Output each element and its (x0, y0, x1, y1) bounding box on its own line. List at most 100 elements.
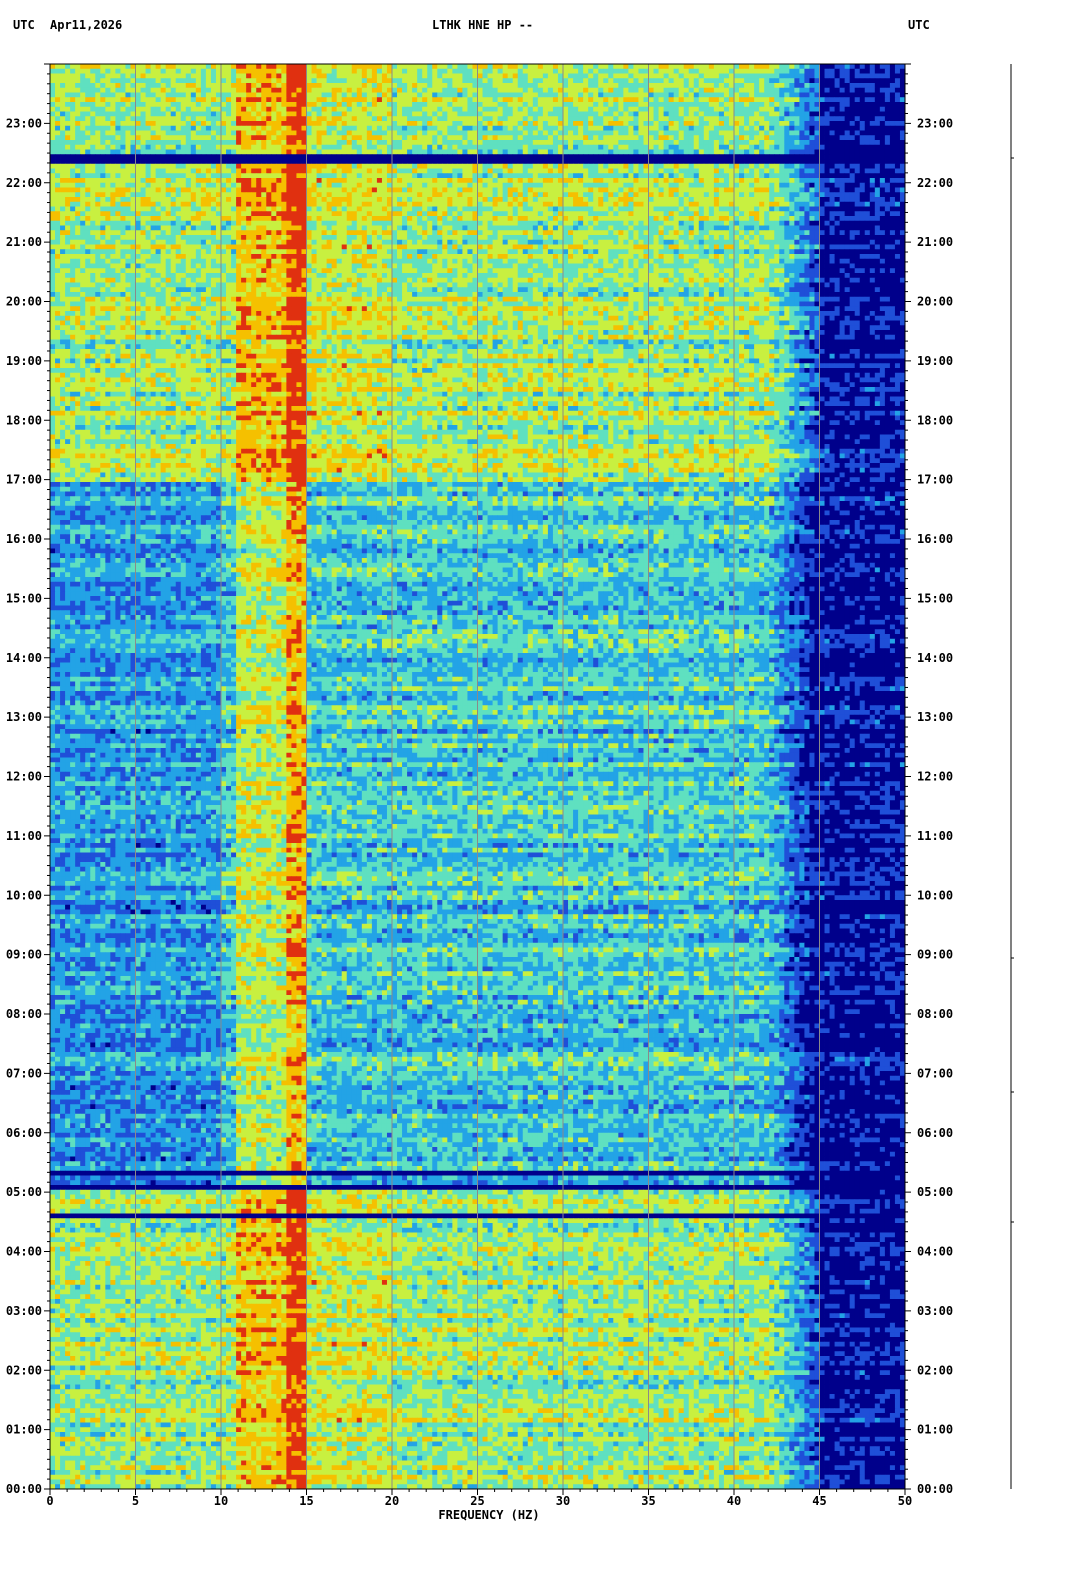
heatmap-cell (830, 93, 835, 98)
heatmap-cell (136, 97, 141, 102)
heatmap-cell (141, 97, 146, 102)
heatmap-cell (820, 116, 825, 121)
heatmap-cell (875, 116, 880, 121)
heatmap-cell (261, 102, 266, 107)
heatmap-cell (100, 83, 105, 88)
heatmap-cell (296, 116, 301, 121)
heatmap-cell (186, 83, 191, 88)
heatmap-cell (895, 102, 900, 107)
heatmap-cell (171, 93, 176, 98)
heatmap-cell (452, 107, 457, 112)
heatmap-cell (548, 69, 553, 74)
heatmap-cell (719, 121, 724, 126)
heatmap-cell (392, 64, 397, 69)
heatmap-cell (799, 69, 804, 74)
heatmap-cell (593, 107, 598, 112)
heatmap-cell (704, 69, 709, 74)
heatmap-cell (694, 88, 699, 93)
heatmap-cell (508, 97, 513, 102)
heatmap-cell (613, 88, 618, 93)
heatmap-cell (754, 78, 759, 83)
heatmap-cell (799, 64, 804, 69)
heatmap-cell (115, 97, 120, 102)
heatmap-cell (820, 88, 825, 93)
heatmap-cell (669, 112, 674, 117)
heatmap-cell (357, 88, 362, 93)
heatmap-cell (764, 107, 769, 112)
heatmap-cell (427, 97, 432, 102)
heatmap-cell (211, 126, 216, 131)
heatmap-cell (613, 97, 618, 102)
heatmap-cell (583, 102, 588, 107)
heatmap-cell (769, 69, 774, 74)
heatmap-cell (744, 107, 749, 112)
heatmap-cell (548, 102, 553, 107)
heatmap-cell (271, 74, 276, 79)
heatmap-cell (699, 74, 704, 79)
heatmap-cell (412, 112, 417, 117)
heatmap-cell (588, 116, 593, 121)
heatmap-cell (759, 74, 764, 79)
heatmap-cell (885, 116, 890, 121)
heatmap-cell (50, 83, 55, 88)
heatmap-cell (794, 116, 799, 121)
heatmap-cell (789, 97, 794, 102)
heatmap-cell (407, 93, 412, 98)
heatmap-cell (623, 93, 628, 98)
heatmap-cell (457, 78, 462, 83)
heatmap-cell (115, 102, 120, 107)
heatmap-cell (855, 112, 860, 117)
heatmap-cell (875, 121, 880, 126)
heatmap-cell (221, 112, 226, 117)
heatmap-cell (483, 97, 488, 102)
heatmap-cell (508, 83, 513, 88)
heatmap-cell (739, 83, 744, 88)
heatmap-cell (261, 64, 266, 69)
heatmap-cell (779, 121, 784, 126)
heatmap-cell (789, 69, 794, 74)
heatmap-cell (850, 93, 855, 98)
heatmap-cell (875, 83, 880, 88)
heatmap-cell (261, 88, 266, 93)
heatmap-cell (689, 83, 694, 88)
heatmap-cell (452, 93, 457, 98)
heatmap-cell (749, 97, 754, 102)
heatmap-cell (518, 97, 523, 102)
heatmap-cell (166, 64, 171, 69)
heatmap-cell (100, 74, 105, 79)
heatmap-cell (211, 83, 216, 88)
heatmap-cell (392, 69, 397, 74)
heatmap-cell (156, 78, 161, 83)
heatmap-cell (518, 102, 523, 107)
heatmap-cell (151, 112, 156, 117)
heatmap-cell (623, 116, 628, 121)
heatmap-cell (80, 97, 85, 102)
heatmap-cell (563, 102, 568, 107)
heatmap-cell (689, 88, 694, 93)
heatmap-cell (835, 64, 840, 69)
heatmap-cell (467, 64, 472, 69)
heatmap-cell (764, 74, 769, 79)
heatmap-cell (749, 64, 754, 69)
heatmap-cell (669, 116, 674, 121)
heatmap-cell (447, 64, 452, 69)
heatmap-cell (880, 97, 885, 102)
heatmap-cell (261, 74, 266, 79)
heatmap-cell (865, 83, 870, 88)
heatmap-cell (689, 64, 694, 69)
heatmap-cell (598, 88, 603, 93)
heatmap-cell (533, 97, 538, 102)
heatmap-cell (820, 78, 825, 83)
heatmap-cell (764, 93, 769, 98)
heatmap-cell (442, 116, 447, 121)
heatmap-cell (181, 121, 186, 126)
heatmap-cell (166, 116, 171, 121)
heatmap-cell (830, 83, 835, 88)
heatmap-cell (337, 83, 342, 88)
heatmap-cell (352, 112, 357, 117)
heatmap-cell (689, 74, 694, 79)
heatmap-cell (830, 121, 835, 126)
heatmap-cell (573, 97, 578, 102)
heatmap-cell (724, 107, 729, 112)
heatmap-cell (563, 121, 568, 126)
